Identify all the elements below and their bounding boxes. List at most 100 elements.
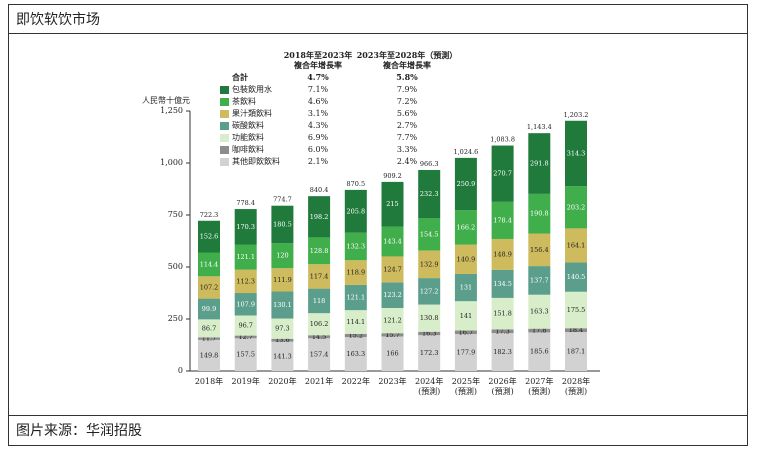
bar-segment [308,196,331,238]
bar-segment [344,337,367,371]
bar-segment [271,318,294,339]
bar-segment [344,260,367,285]
cagr-value: 3.3% [397,145,418,154]
value-label: 152.6 [200,233,219,241]
value-label: 99.9 [202,305,216,313]
value-label: 205.8 [346,207,365,215]
cagr-value: 7.2% [397,97,418,106]
bar-segment [565,120,587,187]
bar-segment [454,244,477,274]
bar-segment [565,328,587,333]
value-label: 112.3 [236,277,255,285]
bar-segment [454,301,477,331]
bar-segment [491,201,514,239]
value-label: 107.2 [200,283,219,291]
footer: 图片来源：华润招股 [16,423,142,439]
value-label: 185.6 [530,348,549,356]
bar-segment [308,335,331,339]
bar-segment [565,228,587,263]
x-tick-label: 2024年 (預測) [415,377,444,396]
bar-segment [271,205,294,244]
bar-segment [198,298,220,320]
legend-label: 果汁類飲料 [232,108,272,118]
value-label: 164.1 [567,241,586,249]
bar-segment [454,330,477,334]
value-label: 132.3 [346,242,365,250]
total-label: 1,083.8 [490,136,515,144]
legend-label: 碳酸飲料 [232,120,264,130]
value-label: 166.2 [457,223,476,231]
bar-segment [528,193,551,234]
value-label: 18.4 [569,326,583,334]
total-label: 1,203.2 [564,111,589,119]
legend-swatch [220,122,229,130]
cagr-value: 5.8% [396,72,418,82]
bar-segment [234,338,257,371]
value-label: 97.3 [275,325,289,333]
bar-segment [198,220,220,253]
y-tick-label: 500 [168,262,183,271]
value-label: 14.5 [312,333,326,341]
value-label: 291.8 [530,160,549,168]
cagr-value: 3.1% [308,109,329,118]
bar-segment [454,333,477,371]
bar-segment [418,170,441,219]
bar-segment [528,328,551,333]
value-label: 215 [386,200,398,208]
value-label: 86.7 [202,324,216,332]
value-label: 141.3 [273,352,292,360]
value-label: 156.4 [530,246,549,254]
bar-segment [308,237,331,265]
legend-swatch [220,98,229,106]
cagr-header: 2023年至2028年（預測） 複合年增長率 [356,50,458,70]
value-label: 177.9 [457,348,476,356]
value-label: 151.8 [493,310,512,318]
bar-segment [454,210,477,245]
bar-segment [381,333,404,337]
bar-segment [565,291,587,329]
bar-segment [198,339,220,371]
total-label: 840.4 [310,186,329,194]
bar-segment [491,269,514,298]
value-label: 166 [386,350,398,358]
bar-segment [491,329,514,334]
value-label: 157.5 [236,351,255,359]
value-label: 15.2 [349,331,363,339]
x-tick-label: 2026年 (預測) [488,377,517,396]
value-label: 15.7 [385,331,399,339]
value-label: 12.7 [238,333,252,341]
value-label: 120 [276,252,288,260]
x-tick-label: 2021年 [304,377,334,386]
bar-segment [381,256,404,283]
cagr-value: 7.9% [397,85,418,94]
bar-segment [308,338,331,371]
bar-segment [344,232,367,261]
total-label: 722.3 [200,211,219,219]
value-label: 124.7 [383,265,402,273]
cagr-value: 4.3% [308,121,329,130]
legend-swatch [220,158,229,166]
value-label: 131 [460,284,472,292]
x-tick-label: 2018年 [194,377,224,386]
value-label: 314.3 [567,149,586,157]
total-label: 1,143.4 [527,123,552,131]
value-label: 17.3 [495,327,509,335]
cagr-value: 6.0% [308,145,329,154]
bar-segment [565,186,587,229]
bar-segment [528,266,551,295]
value-label: 232.3 [420,190,439,198]
value-label: 163.3 [530,308,549,316]
total-label: 870.5 [346,180,365,188]
value-label: 17.8 [532,327,546,335]
y-axis-label: 人民幣十億元 [142,95,190,105]
bar-segment [565,262,587,292]
chart-frame [8,33,748,416]
value-label: 180.5 [273,220,292,228]
value-label: 140.5 [567,273,586,281]
bar-segment [381,181,404,227]
bar-segment [344,333,367,338]
legend-swatch [220,146,229,154]
bar-segment [271,341,294,371]
value-label: 16.7 [459,328,473,336]
